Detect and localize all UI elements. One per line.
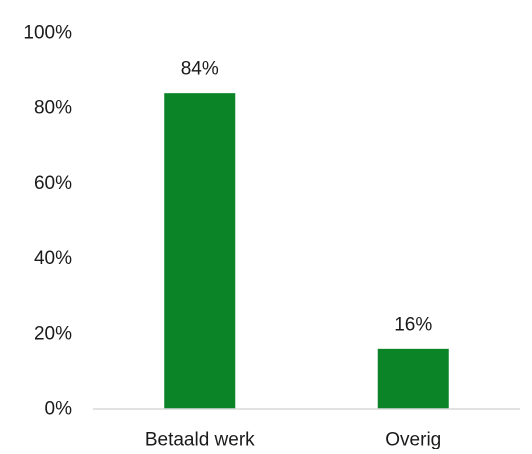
x-axis-ticks: Betaald werk Overig xyxy=(145,430,441,451)
data-label: 84% xyxy=(181,59,219,80)
bars-group xyxy=(164,93,449,409)
x-tick-label: Overig xyxy=(385,430,441,450)
x-tick-label: Betaald werk xyxy=(145,430,255,450)
y-tick-label: 80% xyxy=(34,98,72,119)
bar xyxy=(164,93,236,409)
y-tick-label: 40% xyxy=(34,248,72,269)
bar xyxy=(377,348,449,409)
y-tick-label: 20% xyxy=(34,323,72,344)
data-label: 16% xyxy=(394,314,432,335)
y-axis-ticks: 0% 20% 40% 60% 80% 100% xyxy=(23,23,72,420)
data-labels-group: 84% 16% xyxy=(181,59,433,336)
y-tick-label: 0% xyxy=(45,399,73,420)
y-tick-label: 100% xyxy=(23,23,72,44)
y-tick-label: 60% xyxy=(34,173,72,194)
